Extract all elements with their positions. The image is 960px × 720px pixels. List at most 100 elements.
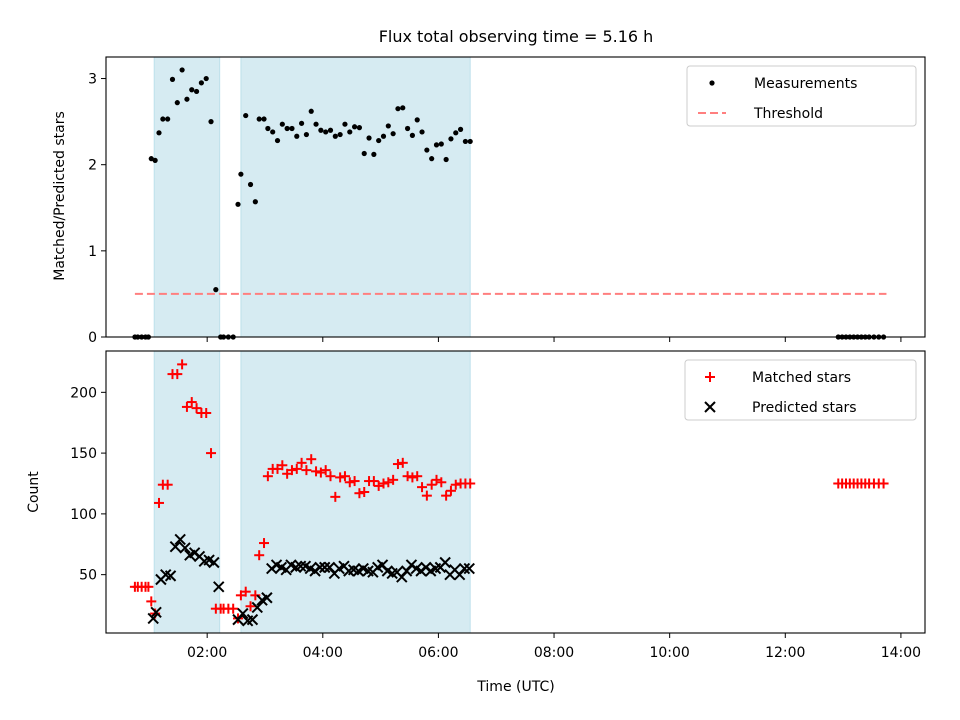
measurement-point: [433, 142, 440, 148]
matched-stars-point: [306, 454, 317, 465]
legend-box: [686, 65, 917, 127]
predicted-stars-point: [150, 606, 162, 619]
matched-stars-point: [445, 485, 456, 496]
matched-stars-point: [417, 482, 428, 493]
measurement-point: [356, 125, 363, 131]
predicted-stars-point: [237, 607, 249, 620]
matched-stars-point: [402, 471, 413, 482]
matched-stars-point: [181, 401, 192, 412]
x-axis-label: Time (UTC): [476, 679, 554, 695]
legend-matched-swatch: [705, 372, 715, 382]
legend-predicted-swatch: [704, 401, 716, 413]
top-legend: Measurements Threshold: [686, 65, 917, 127]
measurement-point: [274, 137, 281, 144]
y-tick-label: 2: [88, 158, 97, 174]
x-tick-label: 08:00: [534, 645, 574, 661]
measurement-point: [351, 124, 358, 130]
matched-stars-point: [143, 581, 154, 592]
measurement-point: [303, 131, 310, 138]
predicted-stars-point: [439, 556, 451, 569]
predicted-stars-point: [319, 561, 331, 574]
measurement-point: [279, 121, 285, 127]
measurement-point: [208, 119, 214, 125]
measurement-point: [193, 88, 200, 95]
measurement-point: [453, 130, 459, 136]
measurement-point: [298, 120, 305, 126]
legend-label: Threshold: [753, 106, 823, 122]
bottom-series-predicted-stars: [147, 533, 475, 627]
predicted-stars-point: [294, 560, 307, 572]
matched-stars-point: [250, 590, 261, 601]
measurement-point: [323, 129, 329, 135]
chart-title: Flux total observing time = 5.16 h: [379, 27, 654, 46]
measurement-point: [400, 105, 406, 111]
matched-stars-point: [344, 477, 355, 488]
matched-stars-point: [262, 471, 273, 482]
measurement-point: [443, 156, 449, 163]
measurement-point: [429, 156, 435, 162]
measurement-point: [332, 133, 338, 139]
y-tick-label: 200: [70, 385, 97, 401]
matched-stars-point: [397, 457, 408, 468]
top-observing-window-2: [240, 56, 471, 338]
matched-stars-point: [291, 463, 302, 474]
matched-stars-point: [146, 596, 157, 607]
top-observing-window-1: [153, 56, 221, 338]
measurement-point: [169, 76, 176, 82]
measurement-point: [390, 131, 396, 137]
measurement-point: [467, 138, 473, 145]
matched-stars-point: [153, 497, 164, 508]
matched-stars-point: [254, 550, 265, 561]
matched-stars-point: [240, 586, 251, 597]
bottom-axes-frame: [105, 350, 926, 634]
matched-stars-point: [465, 478, 476, 489]
matched-stars-point: [191, 403, 202, 414]
y-tick-label: 100: [70, 507, 97, 523]
measurement-point: [184, 96, 190, 102]
top-y-axis-label: Matched/Predicted stars: [52, 111, 68, 281]
predicted-stars-point: [463, 562, 475, 575]
matched-stars-point: [335, 472, 346, 483]
predicted-stars-point: [246, 613, 259, 626]
measurement-point: [252, 199, 258, 205]
measurement-point: [385, 123, 391, 129]
predicted-stars-point: [147, 612, 159, 625]
measurement-point: [189, 87, 195, 93]
matched-stars-point: [320, 465, 331, 476]
matched-stars-point: [330, 491, 341, 502]
bottom-panel: 50 100 150 200 02:00 04:00 06:00 08:00 10:00 12:0…: [70, 350, 926, 661]
measurement-point: [313, 121, 319, 127]
predicted-stars-point: [179, 542, 191, 554]
measurement-point: [308, 108, 314, 114]
matched-stars-point: [421, 490, 432, 501]
matched-stars-point: [354, 488, 365, 499]
y-tick-label: 0: [88, 330, 97, 346]
matched-stars-point: [301, 465, 312, 476]
y-tick-label: 150: [70, 446, 97, 462]
measurement-point: [371, 151, 377, 157]
matched-stars-point: [296, 457, 307, 468]
matched-stars-point: [201, 407, 212, 418]
measurement-point: [179, 67, 185, 73]
x-tick-label: 02:00: [187, 645, 227, 661]
predicted-stars-point: [458, 562, 471, 575]
measurement-point: [152, 157, 158, 163]
measurement-point: [327, 127, 334, 133]
matched-stars-point: [426, 479, 437, 490]
measurement-point: [376, 137, 382, 144]
matched-stars-point: [172, 369, 183, 380]
measurement-point: [448, 136, 454, 142]
measurement-point: [414, 117, 420, 123]
predicted-stars-point: [174, 533, 186, 546]
top-panel: 0 1 2 3 Measurements Threshold: [88, 56, 926, 346]
x-tick-label: 10:00: [649, 645, 689, 661]
measurement-point: [270, 129, 276, 135]
bottom-observing-window-2: [240, 350, 471, 634]
measurement-point: [243, 112, 249, 119]
matched-stars-point: [339, 471, 350, 482]
measurement-point: [284, 125, 290, 132]
measurement-point: [438, 141, 444, 147]
matched-stars-point: [349, 476, 360, 487]
measurement-point: [238, 171, 244, 177]
measurement-point: [395, 106, 401, 112]
